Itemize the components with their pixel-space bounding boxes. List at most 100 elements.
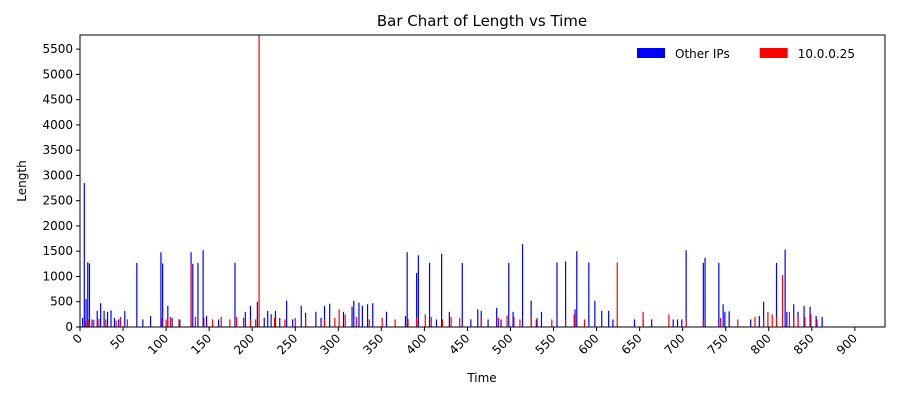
legend-label: Other IPs — [675, 47, 730, 61]
bar — [106, 311, 109, 327]
bar — [775, 316, 778, 327]
bar — [633, 319, 636, 327]
bar — [430, 316, 432, 327]
bar — [676, 319, 679, 327]
bar — [704, 257, 706, 327]
bar — [372, 303, 374, 327]
bar — [197, 262, 199, 327]
bar — [506, 315, 508, 327]
y-tick-label: 2500 — [42, 194, 73, 208]
bar — [300, 305, 302, 327]
axes-frame — [79, 34, 886, 328]
y-tick-label: 4500 — [42, 93, 73, 107]
chart-title: Bar Chart of Length vs Time — [377, 12, 587, 30]
bar — [96, 310, 98, 327]
bar — [85, 299, 87, 327]
bar — [98, 318, 100, 327]
bar — [809, 306, 811, 327]
bar — [816, 319, 818, 327]
bar — [366, 304, 369, 327]
bar — [274, 310, 277, 327]
bar — [242, 317, 245, 327]
bar — [416, 317, 418, 327]
bar — [512, 311, 514, 327]
bar — [244, 311, 246, 327]
bar — [119, 316, 122, 327]
bar — [500, 319, 502, 327]
bar — [767, 311, 769, 327]
bar — [540, 311, 543, 327]
bar — [394, 319, 396, 327]
bar — [470, 319, 472, 327]
legend-swatch — [637, 48, 665, 58]
bar — [353, 300, 355, 327]
bar — [435, 319, 438, 327]
bar — [672, 319, 674, 327]
bar — [179, 319, 181, 327]
bar — [279, 317, 281, 327]
bar — [416, 272, 418, 327]
bar — [718, 262, 720, 327]
bar — [315, 311, 317, 327]
y-axis-label: Length — [15, 160, 29, 201]
bar — [323, 305, 326, 327]
bar — [564, 261, 567, 327]
bar — [83, 183, 85, 327]
bar — [775, 262, 778, 327]
bar — [459, 317, 461, 327]
legend-swatch — [759, 48, 788, 58]
bar — [513, 316, 515, 327]
bar — [249, 319, 252, 327]
bar — [754, 316, 756, 327]
bar — [234, 262, 236, 327]
bar — [118, 319, 120, 327]
bar — [88, 263, 91, 327]
bar — [256, 301, 258, 327]
bar — [417, 255, 419, 327]
bar — [521, 244, 524, 327]
bar — [329, 303, 331, 327]
bar — [642, 311, 644, 327]
bar — [136, 262, 138, 327]
bar — [477, 309, 479, 327]
bar — [344, 314, 346, 327]
bar — [249, 305, 252, 327]
bar — [821, 316, 823, 327]
bar — [407, 318, 409, 327]
bar — [750, 319, 752, 327]
bar — [728, 311, 730, 327]
bar — [797, 317, 799, 327]
bar — [149, 315, 152, 327]
bar — [588, 262, 590, 327]
y-tick-label: 1000 — [42, 269, 73, 283]
bar — [304, 317, 307, 327]
bar — [551, 319, 553, 327]
bar — [115, 320, 117, 327]
bar — [530, 317, 532, 327]
bar — [508, 262, 510, 327]
bar — [124, 310, 126, 327]
bar — [338, 309, 340, 327]
y-tick-label: 5000 — [42, 67, 73, 81]
bar — [103, 310, 105, 327]
bar — [192, 263, 194, 327]
bar — [719, 317, 722, 327]
bar — [334, 317, 336, 327]
bar — [404, 315, 407, 327]
bar — [461, 262, 463, 327]
bar — [229, 319, 231, 327]
bar — [815, 315, 817, 327]
bar — [358, 302, 360, 327]
bar — [784, 249, 786, 327]
bar — [758, 315, 760, 327]
bar — [441, 253, 443, 327]
bar — [601, 310, 603, 327]
bar — [594, 300, 596, 327]
bar — [220, 316, 222, 327]
bar — [342, 311, 345, 327]
y-tick-label: 3500 — [42, 143, 73, 157]
bar — [93, 319, 95, 327]
bar — [292, 319, 294, 327]
bar — [361, 305, 363, 327]
bar — [218, 319, 220, 327]
